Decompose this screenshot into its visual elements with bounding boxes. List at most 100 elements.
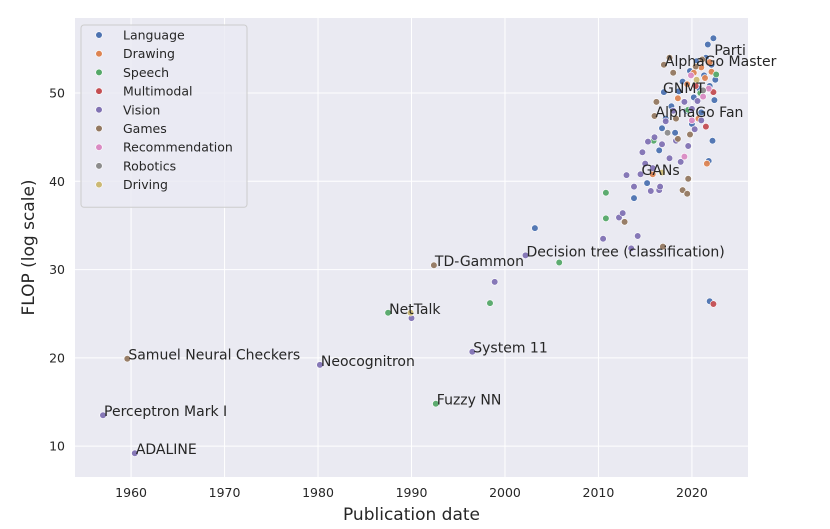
data-point [602, 189, 610, 197]
annotation-label: Decision tree (classification) [527, 244, 725, 260]
legend-label: Robotics [123, 158, 176, 173]
data-point [660, 61, 668, 69]
y-tick-label: 10 [49, 439, 65, 454]
legend-label: Recommendation [123, 140, 233, 155]
legend-marker [95, 87, 103, 95]
data-point [671, 129, 679, 137]
data-point [669, 69, 677, 77]
data-point [687, 71, 695, 79]
legend-marker [95, 31, 103, 39]
annotation-label: Perceptron Mark I [104, 404, 227, 420]
data-point [701, 74, 709, 82]
legend-marker [95, 124, 103, 133]
y-axis-label: FLOP (log scale) [19, 179, 39, 315]
x-tick-label: 1990 [396, 485, 428, 500]
data-point [602, 214, 610, 222]
annotation-label: Parti [714, 43, 746, 59]
x-tick-label: 1960 [115, 485, 147, 500]
x-tick-label: 2000 [489, 485, 521, 500]
data-point [599, 235, 607, 243]
data-point [630, 194, 638, 202]
data-point [659, 243, 667, 251]
annotation-label: NetTalk [389, 302, 441, 318]
legend-marker [95, 106, 103, 114]
axis-titles: Publication date FLOP (log scale) [19, 179, 480, 525]
data-point [684, 142, 692, 150]
annotation-label: Neocognitron [321, 354, 415, 370]
data-point [620, 218, 629, 226]
data-point [669, 107, 677, 115]
legend-marker [95, 50, 103, 58]
data-point [316, 361, 324, 369]
series-driving [407, 76, 701, 317]
gridlines [75, 18, 748, 477]
legend-marker [95, 162, 103, 170]
annotation-label: System 11 [473, 341, 547, 357]
x-tick-label: 2010 [583, 485, 615, 500]
data-point [627, 244, 635, 252]
annotation-label: Samuel Neural Checkers [128, 348, 300, 364]
annotation-label: TD-Gammon [434, 254, 524, 270]
series-language [531, 34, 719, 305]
data-point [468, 348, 476, 356]
data-point [638, 148, 647, 156]
data-point [692, 76, 701, 84]
data-point [709, 34, 718, 42]
data-point [698, 55, 706, 64]
x-tick-label: 2020 [676, 485, 708, 500]
data-point [702, 122, 710, 131]
legend-label: Games [123, 121, 167, 136]
data-point [699, 86, 707, 94]
data-point [486, 299, 494, 307]
data-point [384, 309, 392, 317]
series-vision [99, 97, 705, 457]
data-point [432, 400, 440, 408]
legend-label: Drawing [123, 46, 175, 61]
data-point [99, 411, 107, 419]
legend-box [80, 24, 248, 208]
x-axis-label: Publication date [343, 505, 480, 525]
data-point [697, 108, 705, 116]
legend-label: Language [123, 28, 185, 43]
data-point [691, 125, 699, 133]
data-point [407, 309, 415, 317]
series-recommendation [680, 71, 713, 161]
data-point [660, 88, 668, 96]
data-point [710, 96, 719, 104]
data-point [650, 133, 659, 141]
annotation-label: GNMT [663, 81, 705, 97]
data-point [641, 160, 649, 168]
legend-label: Speech [123, 65, 169, 80]
data-point [531, 224, 539, 232]
annotation-label: ADALINE [136, 442, 197, 458]
data-point [674, 135, 682, 143]
y-tick-label: 20 [49, 350, 65, 365]
data-point [697, 116, 705, 124]
data-point [688, 116, 696, 124]
legend-marker [95, 68, 103, 76]
data-point [491, 278, 499, 286]
data-point [703, 160, 711, 168]
data-point [665, 154, 674, 162]
data-point [688, 105, 696, 113]
data-points [99, 34, 720, 457]
data-point [683, 80, 691, 88]
data-point [123, 355, 131, 363]
legend-label: Multimodal [123, 84, 192, 99]
data-point [622, 171, 631, 179]
data-point [663, 129, 672, 137]
series-games [123, 54, 706, 363]
series-speech [384, 70, 720, 408]
data-point [630, 183, 638, 191]
data-point [131, 449, 139, 457]
data-point [709, 300, 718, 308]
tick-labels: 1960 1970 1980 1990 2000 2010 2020 10 20 30 40 50 [49, 86, 708, 500]
data-point [704, 40, 712, 49]
data-point [684, 175, 692, 183]
data-point [655, 146, 663, 154]
data-point [643, 179, 651, 187]
annotation-label: Fuzzy NN [437, 393, 502, 409]
data-point [644, 138, 652, 146]
data-point [658, 124, 666, 132]
data-point [693, 97, 702, 105]
